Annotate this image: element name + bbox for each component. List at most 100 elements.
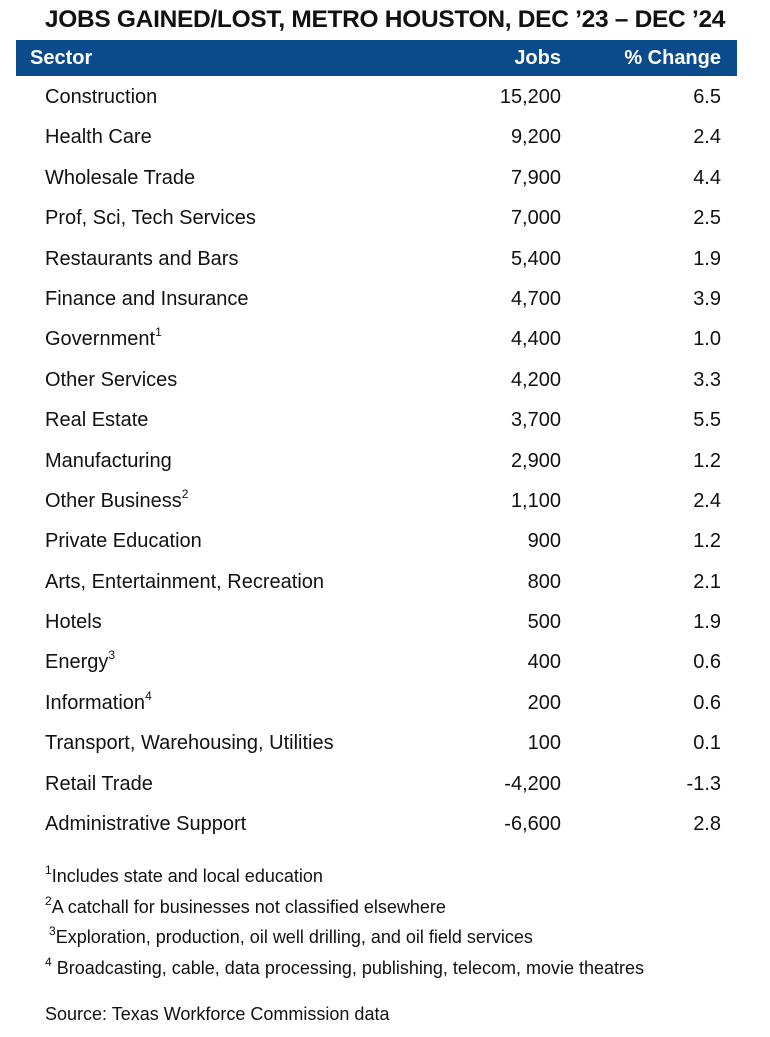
pct-change-cell: 1.0 (693, 328, 721, 351)
sector-cell: Prof, Sci, Tech Services (45, 207, 256, 230)
footnote-marker: 1 (155, 325, 162, 340)
pct-change-cell: 4.4 (693, 166, 721, 189)
table-row: Health Care 9,200 2.4 (0, 117, 770, 157)
sector-cell: Private Education (45, 530, 202, 553)
header-jobs: Jobs (514, 47, 561, 69)
sector-cell: Retail Trade (45, 773, 153, 796)
sector-name: Government (45, 328, 156, 351)
pct-change-cell: 3.9 (693, 287, 721, 310)
sector-name: Restaurants and Bars (45, 247, 239, 270)
jobs-cell: 7,000 (510, 207, 561, 230)
sector-name: Information (45, 691, 146, 714)
table-header: Sector Jobs % Change (16, 40, 737, 76)
sector-name: Retail Trade (45, 772, 153, 795)
jobs-cell: 4,400 (510, 328, 561, 351)
footnote: 2A catchall for businesses not classifie… (45, 893, 644, 928)
sector-cell: Hotels (45, 611, 102, 634)
sector-name: Other Services (45, 368, 178, 391)
source-note: Source: Texas Workforce Commission data (45, 1004, 390, 1024)
footnote: 4 Broadcasting, cable, data processing, … (45, 954, 645, 989)
pct-change-cell: 1.9 (693, 247, 721, 270)
header-sector: Sector (30, 47, 93, 69)
sector-name: Energy (45, 651, 109, 674)
table-row: Administrative Support -6,600 2.8 (0, 804, 770, 844)
jobs-cell: 200 (527, 691, 561, 714)
pct-change-cell: 0.1 (693, 732, 721, 755)
sector-cell: Other Business2 (45, 486, 189, 513)
sector-name: Transport, Warehousing, Utilities (45, 732, 334, 755)
jobs-cell: 4,200 (510, 368, 561, 391)
jobs-cell: 1,100 (510, 489, 561, 512)
pct-change-cell: 2.8 (693, 813, 721, 836)
jobs-cell: -4,200 (504, 772, 561, 795)
pct-change-cell: -1.3 (686, 772, 721, 795)
header-pct-change: % Change (624, 47, 721, 69)
jobs-cell: 800 (527, 570, 561, 593)
sector-cell: Other Services (45, 369, 177, 392)
pct-change-cell: 3.3 (693, 368, 721, 391)
footnote-text: Exploration, production, oil well drilli… (55, 927, 533, 947)
table-row: Restaurants and Bars 5,400 1.9 (0, 239, 770, 279)
jobs-cell: 15,200 (499, 86, 561, 108)
table-title: JOBS GAINED/LOST, METRO HOUSTON, DEC ’23… (44, 6, 726, 33)
table-row: Other Business2 1,100 2.4 (0, 481, 770, 521)
sector-cell: Arts, Entertainment, Recreation (45, 571, 324, 594)
footnote-marker: 4 (45, 954, 52, 969)
jobs-cell: 900 (527, 530, 561, 553)
table-row: Prof, Sci, Tech Services 7,000 2.5 (0, 198, 770, 238)
table-body: Construction 15,200 6.5 Health Care 9,200… (0, 77, 770, 844)
pct-change-cell: 1.2 (693, 449, 721, 472)
sector-cell: Health Care (45, 126, 152, 149)
pct-change-cell: 0.6 (693, 691, 721, 714)
table-row: Information4 200 0.6 (0, 683, 770, 723)
jobs-cell: 400 (527, 651, 561, 674)
sector-name: Finance and Insurance (45, 287, 249, 310)
table-row: Finance and Insurance 4,700 3.9 (0, 279, 770, 319)
footnote: 3Exploration, production, oil well drill… (45, 924, 644, 958)
jobs-cell: 5,400 (510, 247, 561, 270)
sector-name: Real Estate (45, 409, 149, 432)
footnote-marker: 3 (108, 648, 116, 663)
table-row: Energy3 400 0.6 (0, 642, 770, 682)
footnote-marker: 3 (49, 924, 56, 938)
sector-name: Other Business (45, 489, 182, 512)
sector-cell: Government1 (45, 325, 162, 351)
table-row: Transport, Warehousing, Utilities 100 0.… (0, 723, 770, 763)
pct-change-cell: 5.5 (693, 409, 721, 432)
jobs-cell: 100 (527, 732, 561, 755)
table-row: Private Education 900 1.2 (0, 521, 770, 561)
footnote-text: Includes state and local education (51, 866, 323, 886)
footnote-marker: 2 (181, 486, 189, 501)
sector-name: Manufacturing (45, 449, 172, 472)
table-row: Wholesale Trade 7,900 4.4 (0, 158, 770, 198)
footnote-text: A catchall for businesses not classified… (51, 896, 446, 917)
table-row: Real Estate 3,700 5.5 (0, 400, 770, 440)
sector-cell: Energy3 (45, 648, 116, 674)
pct-change-cell: 2.1 (693, 570, 721, 593)
jobs-cell: 9,200 (510, 126, 561, 149)
pct-change-cell: 1.9 (693, 611, 721, 634)
table-row: Manufacturing 2,900 1.2 (0, 441, 770, 481)
pct-change-cell: 0.6 (693, 651, 721, 674)
footnote-text: Broadcasting, cable, data processing, pu… (51, 957, 645, 978)
sector-cell: Finance and Insurance (45, 288, 248, 311)
sector-cell: Wholesale Trade (45, 167, 195, 190)
footnote-marker: 4 (145, 688, 152, 703)
sector-name: Hotels (45, 611, 102, 634)
sector-cell: Manufacturing (45, 450, 172, 473)
pct-change-cell: 6.5 (693, 86, 721, 108)
sector-cell: Restaurants and Bars (45, 248, 238, 271)
footnotes: 1Includes state and local education 2A ca… (45, 863, 645, 989)
pct-change-cell: 2.4 (693, 489, 721, 512)
sector-name: Health Care (45, 126, 152, 149)
table-row: Government1 4,400 1.0 (0, 319, 770, 359)
table-row: Other Services 4,200 3.3 (0, 360, 770, 400)
pct-change-cell: 2.5 (693, 207, 721, 230)
footnote-marker: 2 (45, 893, 52, 908)
sector-cell: Administrative Support (45, 813, 246, 836)
jobs-cell: 4,700 (510, 287, 561, 310)
table-row: Hotels 500 1.9 (0, 602, 770, 642)
footnote-marker: 1 (45, 863, 52, 877)
sector-name: Construction (45, 86, 158, 108)
jobs-cell: -6,600 (504, 813, 561, 836)
